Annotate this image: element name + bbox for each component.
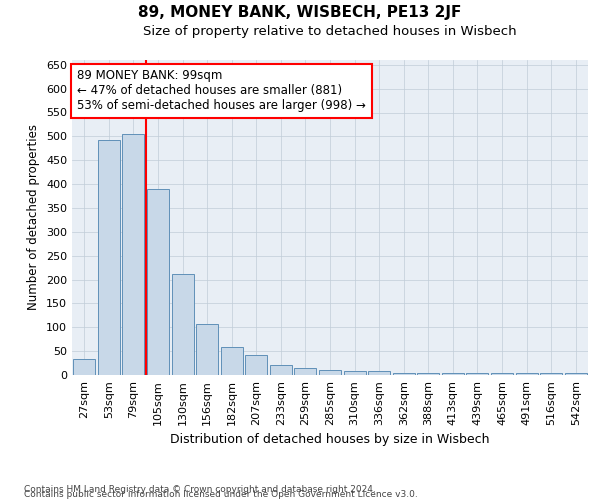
- Bar: [491, 373, 513, 375]
- Y-axis label: Number of detached properties: Number of detached properties: [28, 124, 40, 310]
- Title: Size of property relative to detached houses in Wisbech: Size of property relative to detached ho…: [143, 25, 517, 38]
- Bar: [466, 373, 488, 375]
- X-axis label: Distribution of detached houses by size in Wisbech: Distribution of detached houses by size …: [170, 433, 490, 446]
- Bar: [270, 366, 292, 375]
- Bar: [122, 134, 145, 375]
- Bar: [221, 347, 243, 375]
- Bar: [565, 372, 587, 375]
- Bar: [245, 356, 268, 375]
- Text: 89 MONEY BANK: 99sqm
← 47% of detached houses are smaller (881)
53% of semi-deta: 89 MONEY BANK: 99sqm ← 47% of detached h…: [77, 70, 366, 112]
- Bar: [73, 359, 95, 375]
- Bar: [196, 324, 218, 375]
- Text: 89, MONEY BANK, WISBECH, PE13 2JF: 89, MONEY BANK, WISBECH, PE13 2JF: [139, 5, 461, 20]
- Bar: [442, 373, 464, 375]
- Bar: [147, 189, 169, 375]
- Bar: [344, 370, 365, 375]
- Bar: [368, 371, 390, 375]
- Bar: [417, 373, 439, 375]
- Bar: [392, 372, 415, 375]
- Bar: [515, 372, 538, 375]
- Bar: [98, 140, 120, 375]
- Text: Contains HM Land Registry data © Crown copyright and database right 2024.: Contains HM Land Registry data © Crown c…: [24, 484, 376, 494]
- Bar: [319, 370, 341, 375]
- Bar: [295, 368, 316, 375]
- Bar: [540, 373, 562, 375]
- Bar: [172, 274, 194, 375]
- Text: Contains public sector information licensed under the Open Government Licence v3: Contains public sector information licen…: [24, 490, 418, 499]
